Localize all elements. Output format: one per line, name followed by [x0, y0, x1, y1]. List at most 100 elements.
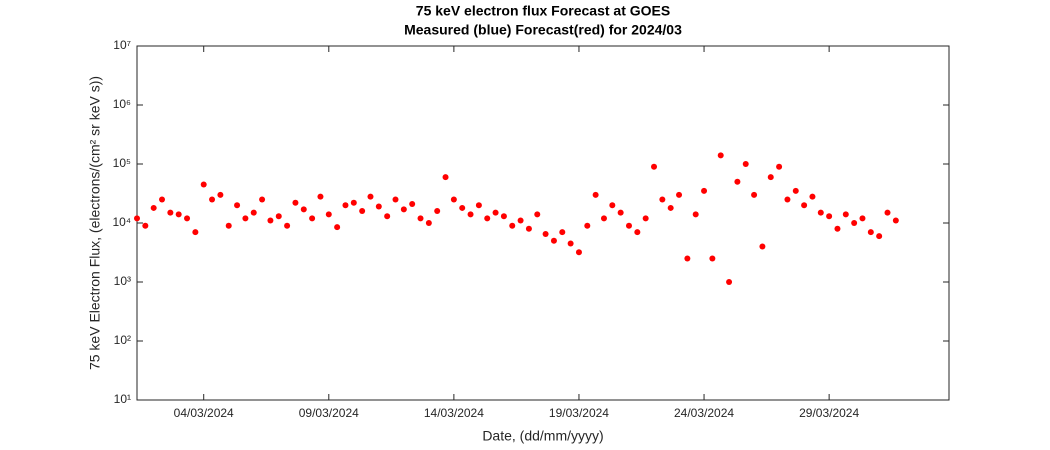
data-point [642, 215, 649, 222]
data-point [609, 202, 616, 209]
data-point [292, 199, 299, 206]
data-point [734, 178, 741, 185]
data-point [575, 249, 582, 256]
data-point [375, 203, 382, 210]
chart-title: 75 keV electron flux Forecast at GOES [416, 3, 670, 19]
data-point [217, 191, 224, 198]
data-point [592, 191, 599, 198]
data-point [659, 196, 666, 203]
data-point [492, 209, 499, 216]
data-point [617, 209, 624, 216]
data-point [192, 229, 199, 236]
data-point [684, 255, 691, 262]
data-point [142, 222, 149, 229]
data-point [400, 206, 407, 213]
data-point [600, 215, 607, 222]
data-point [225, 222, 232, 229]
data-point [284, 222, 291, 229]
chart-subtitle: Measured (blue) Forecast(red) for 2024/0… [404, 22, 682, 38]
data-point [751, 191, 758, 198]
data-point [325, 211, 332, 218]
data-point [784, 196, 791, 203]
data-point [517, 217, 524, 224]
data-point [259, 196, 266, 203]
data-point [859, 215, 866, 222]
data-point [717, 152, 724, 159]
data-point [159, 196, 166, 203]
data-point [534, 211, 541, 218]
data-point [625, 222, 632, 229]
data-point [701, 187, 708, 194]
data-point [651, 163, 658, 170]
data-point [792, 187, 799, 194]
data-point [300, 206, 307, 213]
data-point [234, 202, 241, 209]
x-tick-label: 09/03/2024 [299, 406, 359, 420]
data-point [434, 207, 441, 214]
data-point [851, 220, 858, 226]
data-point [884, 209, 891, 216]
data-point [359, 207, 366, 214]
data-point [484, 215, 491, 222]
y-tick-label: 10³ [114, 274, 131, 288]
y-tick-label: 10⁵ [113, 156, 131, 170]
data-point [676, 191, 683, 198]
data-point [242, 215, 249, 222]
data-point [767, 174, 774, 181]
data-point [350, 199, 357, 206]
data-point [584, 222, 591, 229]
y-axis-label: 75 keV Electron Flux, (electrons/(cm² sr… [87, 76, 103, 370]
data-point [726, 279, 733, 285]
data-point [550, 237, 557, 244]
data-point [409, 200, 416, 207]
y-tick-label: 10⁴ [112, 215, 131, 229]
data-point [317, 193, 324, 200]
data-point [417, 215, 424, 222]
data-point [442, 174, 449, 181]
data-point [450, 196, 457, 203]
data-point [692, 211, 699, 218]
data-point [876, 233, 883, 240]
data-point [184, 215, 191, 222]
data-point [817, 209, 824, 216]
data-point [342, 202, 349, 209]
data-point [542, 231, 549, 238]
data-point [634, 229, 641, 236]
data-point [309, 215, 316, 222]
x-axis-label: Date, (dd/mm/yyyy) [482, 428, 603, 444]
x-tick-label: 14/03/2024 [424, 406, 484, 420]
data-point [801, 202, 808, 209]
data-point [459, 204, 466, 211]
y-tick-label: 10² [114, 333, 131, 347]
data-point [759, 243, 766, 250]
y-tick-label: 10⁶ [113, 97, 131, 111]
y-tick-label: 10¹ [114, 392, 131, 406]
data-point [175, 211, 182, 218]
data-point [742, 161, 749, 167]
x-tick-label: 29/03/2024 [799, 406, 859, 420]
data-point [200, 181, 207, 188]
data-point [384, 213, 391, 220]
data-point [250, 209, 257, 216]
data-point [809, 193, 816, 200]
x-tick-label: 04/03/2024 [174, 406, 234, 420]
data-point [509, 222, 516, 229]
data-point [892, 217, 899, 224]
data-point [867, 229, 874, 236]
data-point [826, 213, 833, 220]
data-point [425, 220, 432, 226]
x-tick-label: 19/03/2024 [549, 406, 609, 420]
data-point [842, 211, 849, 218]
data-point [134, 215, 140, 222]
y-tick-label: 10⁷ [113, 38, 131, 52]
data-point [209, 196, 216, 203]
data-point [267, 217, 274, 224]
data-point [392, 196, 399, 203]
data-point [776, 163, 783, 170]
data-point [500, 213, 507, 220]
data-point [709, 255, 716, 262]
data-point [467, 211, 474, 218]
data-point [667, 204, 674, 211]
